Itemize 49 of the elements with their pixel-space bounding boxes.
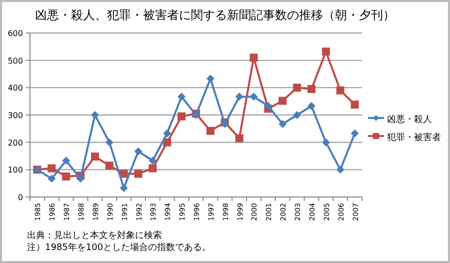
point bbox=[163, 129, 172, 138]
point bbox=[293, 111, 302, 119]
point bbox=[307, 102, 316, 110]
point bbox=[163, 138, 172, 146]
point bbox=[105, 162, 114, 170]
legend-label: 凶悪・殺人 bbox=[387, 114, 432, 125]
y-tick-label: 0 bbox=[18, 193, 23, 202]
y-tick-label: 100 bbox=[8, 166, 23, 175]
point bbox=[148, 156, 157, 165]
point bbox=[235, 92, 244, 101]
point bbox=[293, 84, 302, 92]
title: 凶悪・殺人、犯罪・被害者に関する新聞記事数の推移（朝・夕刊） bbox=[35, 8, 395, 22]
point bbox=[336, 166, 344, 174]
point bbox=[336, 86, 344, 94]
point bbox=[134, 170, 142, 178]
point bbox=[105, 138, 114, 146]
point bbox=[48, 174, 56, 183]
point bbox=[278, 96, 287, 105]
point bbox=[178, 112, 186, 120]
point bbox=[62, 156, 70, 165]
y-tick-label: 600 bbox=[8, 29, 23, 38]
point bbox=[250, 92, 258, 101]
point bbox=[134, 147, 142, 156]
point bbox=[250, 54, 258, 62]
point bbox=[48, 164, 56, 172]
point bbox=[90, 152, 99, 161]
point bbox=[148, 164, 157, 172]
point bbox=[278, 120, 287, 128]
point bbox=[350, 100, 359, 109]
y-tick-label: 300 bbox=[8, 111, 23, 120]
text: 注）1985年を100とした場合の指数である。 bbox=[27, 242, 212, 253]
point bbox=[350, 129, 359, 138]
point bbox=[178, 92, 186, 101]
point bbox=[90, 111, 99, 119]
point bbox=[307, 85, 316, 94]
legend-label: 犯罪・被害者 bbox=[387, 132, 441, 143]
point bbox=[322, 138, 330, 146]
point bbox=[322, 48, 330, 56]
y-tick-label: 200 bbox=[8, 138, 23, 148]
point bbox=[206, 74, 214, 83]
point bbox=[120, 184, 128, 192]
y-tick-label: 400 bbox=[8, 84, 23, 93]
y-tick-label: 500 bbox=[8, 56, 23, 66]
source-note: 出典：見出しと本文を対象に検索 bbox=[27, 230, 162, 241]
point bbox=[235, 134, 244, 142]
point bbox=[206, 126, 214, 135]
point bbox=[62, 172, 70, 180]
point bbox=[264, 102, 272, 110]
point bbox=[76, 174, 85, 183]
